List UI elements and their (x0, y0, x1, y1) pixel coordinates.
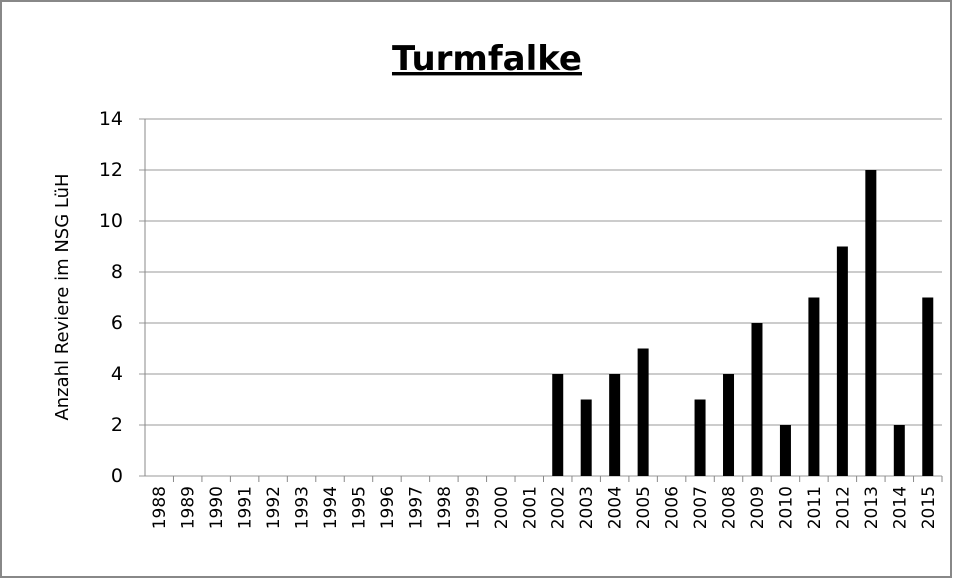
x-tick-label: 1988 (150, 486, 170, 529)
bar (808, 297, 820, 476)
x-tick-label: 1997 (406, 486, 426, 529)
x-tick-label: 2008 (720, 486, 740, 529)
y-tick-label: 10 (99, 210, 123, 232)
bar (694, 399, 706, 476)
x-tick-label: 2014 (890, 486, 910, 529)
chart-title: Turmfalke (392, 39, 582, 79)
y-tick-label: 0 (111, 465, 123, 487)
bar (637, 348, 649, 476)
x-tick-label: 2001 (520, 486, 540, 529)
y-tick-label: 14 (99, 108, 123, 130)
bar (893, 425, 905, 476)
x-tick-label: 1998 (435, 486, 455, 529)
x-tick-label: 2000 (492, 486, 512, 529)
bar (836, 246, 848, 476)
x-tick-label: 2006 (663, 486, 683, 529)
x-tick-label: 1999 (463, 486, 483, 529)
x-tick-label: 2010 (776, 486, 796, 529)
x-tick-label: 2013 (862, 486, 882, 529)
y-axis-label: Anzahl Reviere im NSG LüH (52, 173, 73, 420)
bar (779, 425, 791, 476)
bar (609, 374, 621, 476)
x-tick-label: 1995 (349, 486, 369, 529)
y-tick-label: 4 (111, 363, 123, 385)
bar (580, 399, 592, 476)
x-tick-label: 1991 (236, 486, 256, 529)
x-tick-label: 2015 (919, 486, 939, 529)
x-tick-label: 1992 (264, 486, 284, 529)
x-tick-label: 1989 (179, 486, 199, 529)
x-tick-label: 1996 (378, 486, 398, 529)
x-tick-label: 2012 (833, 486, 853, 529)
x-tick-label: 1994 (321, 486, 341, 529)
bar (552, 374, 564, 476)
y-tick-label: 6 (111, 312, 123, 334)
bar (865, 170, 877, 476)
bar (723, 374, 735, 476)
x-tick-label: 1990 (207, 486, 227, 529)
x-tick-label: 2002 (549, 486, 569, 529)
bar (922, 297, 934, 476)
y-tick-label: 2 (111, 414, 123, 436)
x-tick-label: 2003 (577, 486, 597, 529)
y-tick-label: 8 (111, 261, 123, 283)
x-tick-label: 1993 (293, 486, 313, 529)
x-tick-label: 2009 (748, 486, 768, 529)
bar (751, 323, 763, 476)
x-tick-label: 2004 (606, 486, 626, 529)
y-tick-label: 12 (99, 159, 123, 181)
x-tick-label: 2007 (691, 486, 711, 529)
x-tick-label: 2005 (634, 486, 654, 529)
x-tick-label: 2011 (805, 486, 825, 529)
